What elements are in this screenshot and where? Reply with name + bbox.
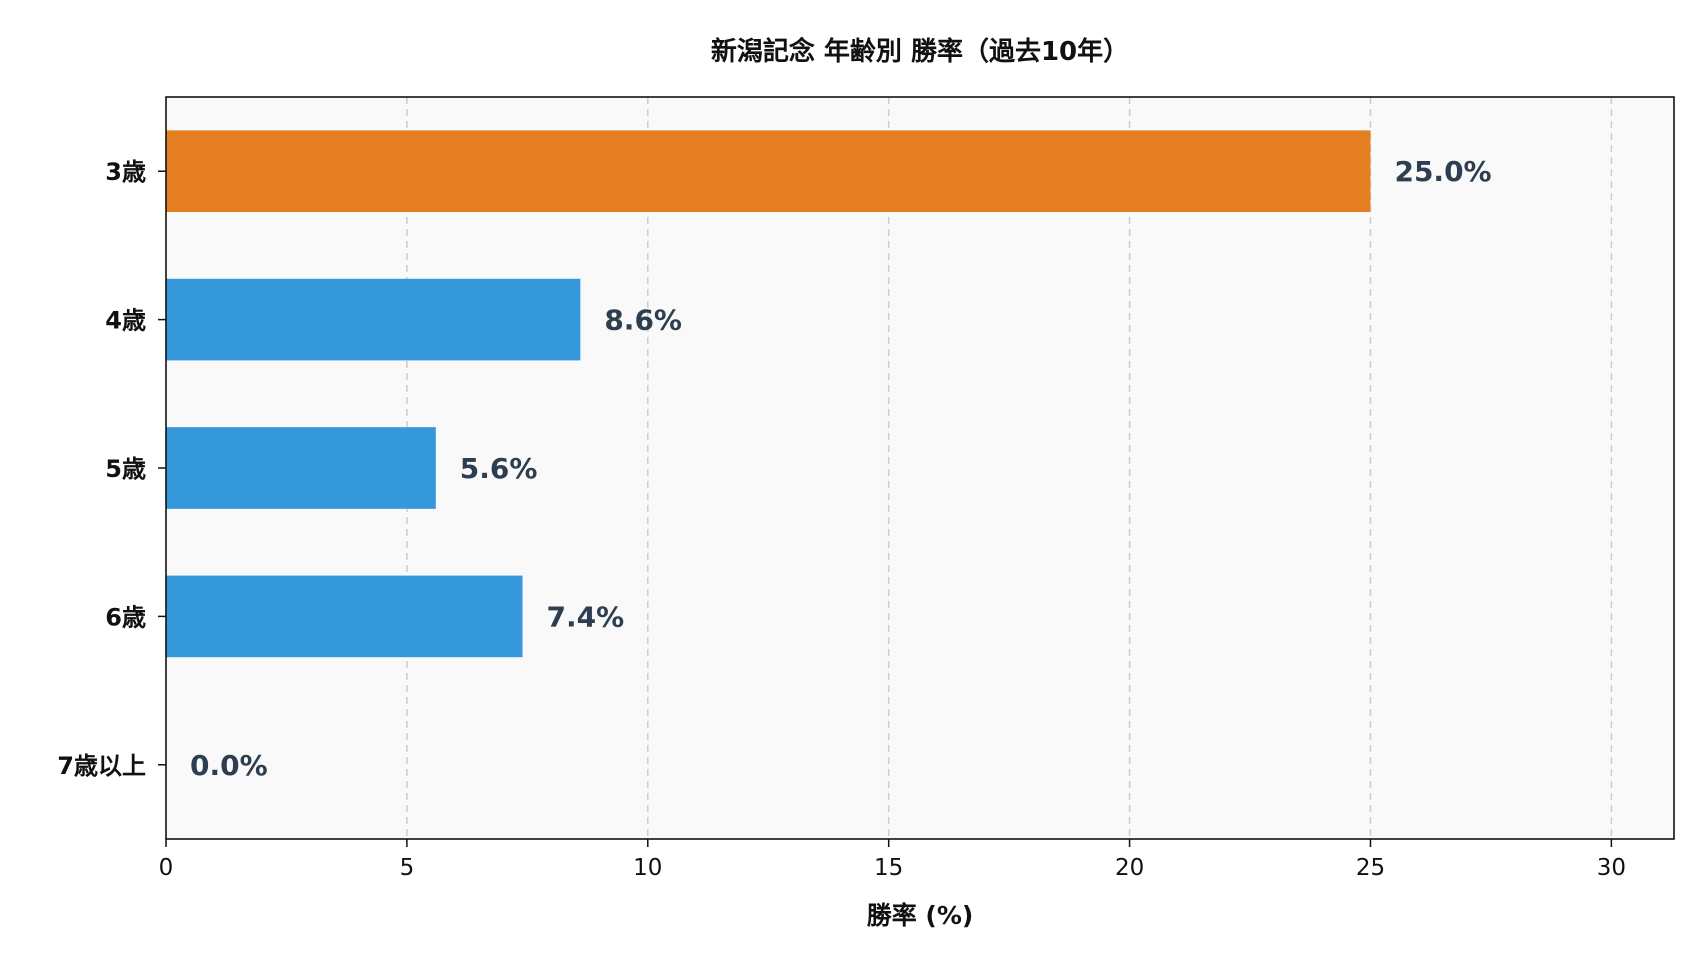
bar	[166, 130, 1371, 213]
x-tick-label: 30	[1597, 855, 1626, 881]
grid-lines	[406, 97, 1613, 839]
x-tick-label: 5	[400, 855, 415, 881]
bar	[166, 278, 581, 361]
data-label: 8.6%	[604, 304, 682, 337]
y-tick-label: 5歳	[105, 455, 146, 483]
data-labels: 25.0% 8.6% 5.6% 7.4% 0.0%	[190, 155, 1492, 782]
data-label: 5.6%	[460, 452, 538, 485]
data-label: 0.0%	[190, 749, 268, 782]
y-tick-label: 4歳	[105, 307, 146, 335]
y-axis: 3歳 4歳 5歳 6歳 7歳以上	[57, 158, 166, 780]
chart-title: 新潟記念 年齢別 勝率（過去10年）	[711, 36, 1129, 67]
y-tick-label: 3歳	[105, 158, 146, 186]
x-tick-label: 20	[1115, 855, 1144, 881]
x-tick-label: 0	[159, 855, 174, 881]
bars	[166, 130, 1371, 658]
x-tick-label: 10	[633, 855, 662, 881]
bar	[166, 575, 523, 658]
x-axis-label: 勝率 (%)	[867, 901, 974, 930]
y-tick-label: 7歳以上	[57, 752, 146, 780]
data-label: 7.4%	[547, 600, 625, 633]
data-label: 25.0%	[1394, 155, 1491, 188]
bar	[166, 427, 436, 509]
y-tick-label: 6歳	[105, 603, 146, 631]
x-axis: 0 5 10 15 20 25 30	[159, 839, 1626, 881]
x-tick-label: 25	[1356, 855, 1385, 881]
x-tick-label: 15	[874, 855, 903, 881]
